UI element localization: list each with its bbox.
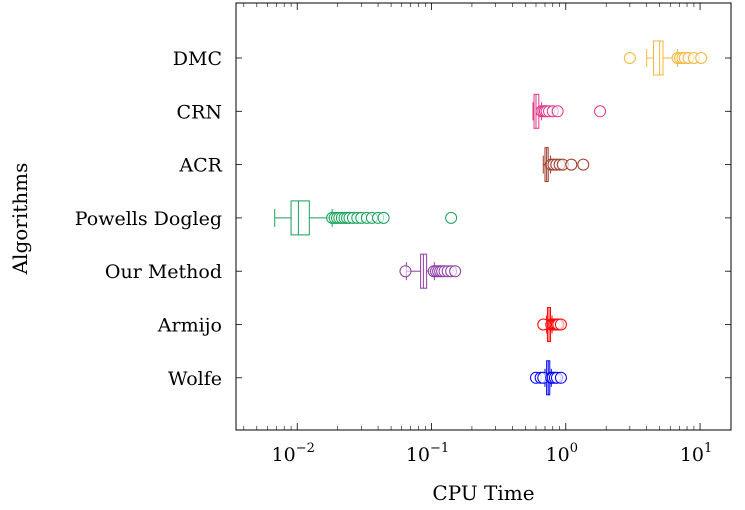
box-wolfe [529,360,567,396]
box-acr [542,147,590,183]
box-crn [532,93,607,129]
box-iqr [652,40,664,76]
box-iqr [290,200,310,236]
y-tick-label: CRN [177,101,222,123]
labels-layer: 10−2 10−1 100 101 DMC CRN ACR Powells Dogleg Our… [75,48,713,466]
outlier-point [399,265,412,278]
outlier-point [594,105,607,118]
outlier-point [449,265,462,278]
box-dmc [623,40,708,76]
y-tick-label: DMC [173,48,222,70]
x-tick-label: 10−1 [406,441,449,466]
outlier-point [565,158,578,171]
outlier-point [554,318,567,331]
boxes-layer [274,40,708,396]
outlier-point [377,211,390,224]
outlier-point [695,52,708,64]
x-axis-label: CPU Time [432,481,534,505]
x-tick-label: 100 [546,441,578,466]
y-tick-label: ACR [178,155,222,177]
outlier-point [551,105,564,118]
box-powells-dogleg [274,200,458,236]
outlier-point [554,371,567,384]
x-tick-label: 101 [680,441,712,466]
outlier-point [577,158,590,171]
ticks-layer [236,3,731,430]
y-tick-label: Powells Dogleg [75,208,222,230]
y-tick-label: Our Method [105,261,222,283]
box-our-method [399,253,462,289]
plot-frame [235,2,732,431]
x-tick-label: 10−2 [272,441,315,466]
box-armijo [537,307,567,342]
outlier-point [623,52,636,64]
outlier-point [445,211,458,224]
y-tick-label: Armijo [157,315,222,337]
y-tick-label: Wolfe [168,368,222,390]
y-axis-label: Algorithms [8,163,32,276]
